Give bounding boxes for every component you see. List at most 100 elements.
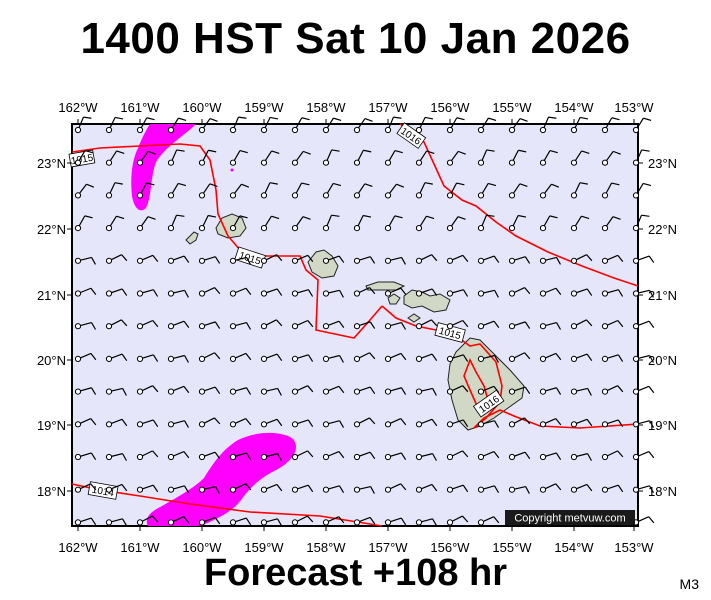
wind-barb-icon <box>136 385 159 395</box>
wind-barb-icon <box>446 182 465 199</box>
wind-barb-icon <box>260 518 283 527</box>
wind-barb-icon <box>229 215 248 232</box>
wind-barb-icon <box>167 450 190 461</box>
wind-barb-icon <box>291 419 314 428</box>
lon-label: 157°W <box>368 540 408 555</box>
wind-barb-icon <box>570 387 592 396</box>
wind-barb-icon <box>446 450 469 461</box>
wind-barb-icon <box>291 289 314 297</box>
wind-barb-icon <box>322 255 345 264</box>
wind-barb-icon <box>74 215 93 232</box>
wind-barb-icon <box>229 418 252 428</box>
wind-barb-icon <box>477 320 500 330</box>
longitude-labels-top: 162°W 161°W 160°W 159°W 158°W 157°W 156°… <box>58 100 654 115</box>
wind-barb-icon <box>322 485 345 494</box>
wind-barb-icon <box>322 214 340 232</box>
wind-barb-icon <box>508 352 531 362</box>
wind-barb-icon <box>105 182 123 199</box>
wind-barbs <box>74 116 655 527</box>
wind-barb-icon <box>167 485 190 494</box>
wind-barb-icon <box>167 289 189 298</box>
wind-barb-icon <box>477 182 497 199</box>
wind-barb-icon <box>167 516 190 526</box>
wind-barb-icon <box>291 117 310 134</box>
wind-barb-icon <box>291 319 314 330</box>
wind-barb-icon <box>539 116 557 134</box>
wind-barb-icon <box>260 182 278 199</box>
wind-barb-icon <box>353 386 376 395</box>
wind-barb-icon <box>539 256 561 265</box>
wind-barb-icon <box>260 387 282 396</box>
wind-barb-icon <box>74 256 96 265</box>
wind-barb-icon <box>415 353 438 362</box>
wind-barb-icon <box>446 354 469 362</box>
wind-barb-icon <box>198 287 221 297</box>
wind-barb-icon <box>260 319 283 330</box>
wind-barb-icon <box>260 215 280 232</box>
wind-barb-icon <box>446 254 469 264</box>
wind-barb-icon <box>539 149 558 166</box>
wind-barb-icon <box>198 485 220 494</box>
axis-ticks <box>67 119 643 531</box>
wind-barb-icon <box>477 450 500 461</box>
lat-label: 22°N <box>37 222 66 237</box>
wind-barb-icon <box>353 256 376 264</box>
wind-barb-icon <box>229 183 250 199</box>
wind-barb-icon <box>74 517 97 526</box>
wind-barb-icon <box>136 450 159 461</box>
wind-barb-icon <box>384 352 407 362</box>
wind-barb-icon <box>570 288 593 297</box>
lat-label: 21°N <box>648 288 677 303</box>
latitude-labels-right: 23°N 22°N 21°N 20°N 19°N 18°N <box>648 156 677 499</box>
lon-label: 160°W <box>182 540 222 555</box>
wind-barb-icon <box>539 418 562 428</box>
wind-barb-icon <box>446 216 466 232</box>
wind-barb-icon <box>198 149 217 166</box>
wind-barb-icon <box>570 215 590 232</box>
wind-barb-icon <box>322 516 345 526</box>
lon-label: 161°W <box>120 100 160 115</box>
wind-barb-icon <box>601 150 621 166</box>
wind-barb-icon <box>260 453 282 461</box>
wind-barb-icon <box>601 254 624 264</box>
wind-barb-icon <box>384 387 407 395</box>
lat-label: 19°N <box>37 418 66 433</box>
lon-label: 158°W <box>306 100 346 115</box>
wind-barb-icon <box>105 453 127 461</box>
isobar-line <box>71 143 383 339</box>
wind-barb-icon <box>136 484 159 493</box>
wind-barb-icon <box>508 149 527 166</box>
wind-barb-icon <box>508 183 528 199</box>
wind-barb-icon <box>136 354 159 362</box>
lon-label: 156°W <box>430 540 470 555</box>
wind-barb-icon <box>353 321 376 330</box>
wind-barb-icon <box>415 150 435 166</box>
wind-barb-icon <box>446 385 469 395</box>
wind-barb-icon <box>632 214 650 232</box>
wind-barb-icon <box>105 254 128 264</box>
wind-barb-icon <box>229 116 247 134</box>
wind-barb-icon <box>570 319 593 330</box>
wind-barb-icon <box>353 485 375 494</box>
wind-barb-icon <box>384 483 407 493</box>
wind-barb-icon <box>229 483 252 493</box>
wind-barb-icon <box>136 254 159 264</box>
wind-barb-icon <box>601 182 620 199</box>
wind-barb-icon <box>353 516 376 526</box>
wind-barb-icon <box>508 117 528 134</box>
wind-barb-icon <box>601 117 620 134</box>
lat-label: 21°N <box>37 288 66 303</box>
wind-barb-icon <box>601 319 624 330</box>
copyright-text: Copyright metvuw.com <box>514 513 625 525</box>
lon-label: 160°W <box>182 100 222 115</box>
wind-barb-icon <box>198 352 221 362</box>
lon-label: 159°W <box>244 540 284 555</box>
wind-barb-icon <box>632 450 655 461</box>
wind-barb-icon <box>229 256 251 265</box>
wind-barb-icon <box>415 418 438 428</box>
wind-barb-icon <box>446 419 469 428</box>
lat-label: 18°N <box>37 484 66 499</box>
wind-barb-icon <box>291 150 311 166</box>
wind-barb-icon <box>322 117 342 134</box>
wind-barb-icon <box>105 215 125 232</box>
